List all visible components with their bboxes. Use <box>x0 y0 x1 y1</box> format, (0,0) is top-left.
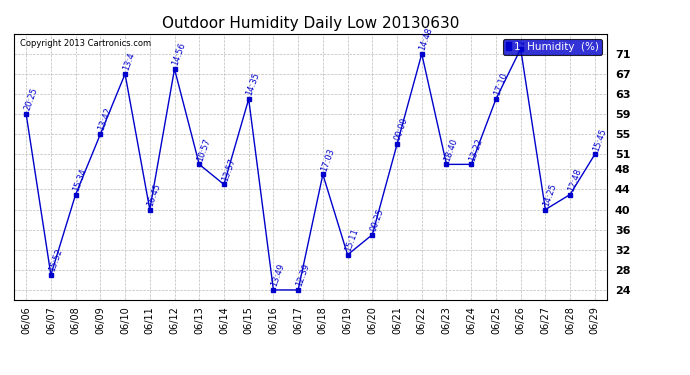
Text: 20:25: 20:25 <box>22 87 39 112</box>
Text: 14:48: 14:48 <box>418 26 435 52</box>
Legend: 1  Humidity  (%): 1 Humidity (%) <box>502 39 602 55</box>
Text: 17:03: 17:03 <box>319 147 336 172</box>
Text: 00:25: 00:25 <box>368 207 385 232</box>
Text: 18:40: 18:40 <box>443 137 460 162</box>
Text: 1: 1 <box>517 39 527 47</box>
Text: 12:48: 12:48 <box>566 167 583 192</box>
Text: Copyright 2013 Cartronics.com: Copyright 2013 Cartronics.com <box>20 39 151 48</box>
Text: 13:57: 13:57 <box>220 157 237 182</box>
Text: 14:25: 14:25 <box>542 182 558 207</box>
Text: 10:57: 10:57 <box>195 137 212 162</box>
Text: 15:11: 15:11 <box>344 227 360 253</box>
Text: 15:34: 15:34 <box>72 167 88 192</box>
Text: 17:10: 17:10 <box>492 72 509 97</box>
Text: 15:52: 15:52 <box>47 248 63 273</box>
Title: Outdoor Humidity Daily Low 20130630: Outdoor Humidity Daily Low 20130630 <box>162 16 459 31</box>
Text: 16:45: 16:45 <box>146 182 163 207</box>
Text: 13:49: 13:49 <box>270 262 286 288</box>
Text: 15:45: 15:45 <box>591 127 608 152</box>
Text: 13:22: 13:22 <box>467 137 484 162</box>
Text: 00:00: 00:00 <box>393 117 410 142</box>
Text: 13:4: 13:4 <box>121 51 136 72</box>
Text: 14:56: 14:56 <box>170 41 188 67</box>
Text: 13:42: 13:42 <box>97 106 113 132</box>
Text: 12:39: 12:39 <box>295 262 311 288</box>
Text: 14:35: 14:35 <box>245 72 262 97</box>
